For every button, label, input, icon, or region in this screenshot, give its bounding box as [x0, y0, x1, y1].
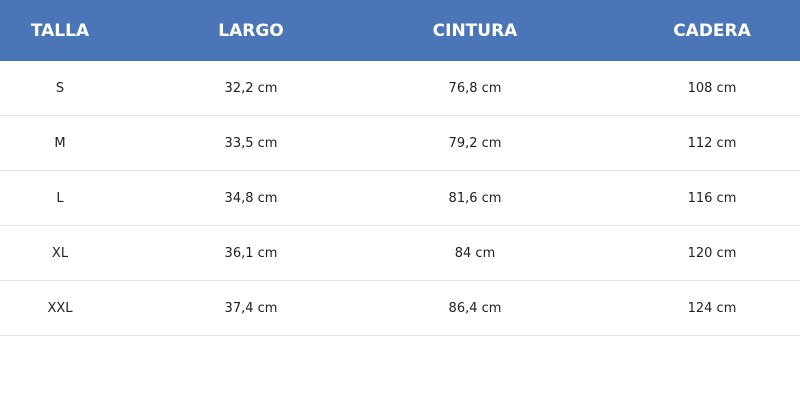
table-row: XL 36,1 cm 84 cm 120 cm: [0, 225, 800, 281]
table-row: S 32,2 cm 76,8 cm 108 cm: [0, 61, 800, 116]
header-largo: LARGO: [120, 0, 382, 61]
cell-cadera: 112 cm: [568, 115, 800, 171]
cell-talla: M: [0, 115, 120, 171]
header-cintura: CINTURA: [382, 0, 568, 61]
cell-talla: XL: [0, 225, 120, 281]
cell-talla: S: [0, 61, 120, 116]
cell-largo: 33,5 cm: [120, 115, 382, 171]
cell-cadera: 116 cm: [568, 170, 800, 226]
cell-cintura: 79,2 cm: [382, 115, 568, 171]
cell-largo: 36,1 cm: [120, 225, 382, 281]
cell-cintura: 76,8 cm: [382, 61, 568, 116]
size-chart-table: TALLA LARGO CINTURA CADERA S 32,2 cm 76,…: [0, 0, 800, 336]
header-talla: TALLA: [0, 0, 120, 61]
cell-cadera: 120 cm: [568, 225, 800, 281]
table-row: XXL 37,4 cm 86,4 cm 124 cm: [0, 280, 800, 336]
cell-talla: XXL: [0, 280, 120, 336]
cell-largo: 37,4 cm: [120, 280, 382, 336]
cell-cadera: 108 cm: [568, 61, 800, 116]
cell-cadera: 124 cm: [568, 280, 800, 336]
cell-largo: 32,2 cm: [120, 61, 382, 116]
cell-cintura: 86,4 cm: [382, 280, 568, 336]
header-row: TALLA LARGO CINTURA CADERA: [0, 0, 800, 61]
cell-largo: 34,8 cm: [120, 170, 382, 226]
cell-cintura: 84 cm: [382, 225, 568, 281]
table-row: L 34,8 cm 81,6 cm 116 cm: [0, 170, 800, 226]
header-cadera: CADERA: [568, 0, 800, 61]
table-row: M 33,5 cm 79,2 cm 112 cm: [0, 115, 800, 171]
cell-cintura: 81,6 cm: [382, 170, 568, 226]
cell-talla: L: [0, 170, 120, 226]
